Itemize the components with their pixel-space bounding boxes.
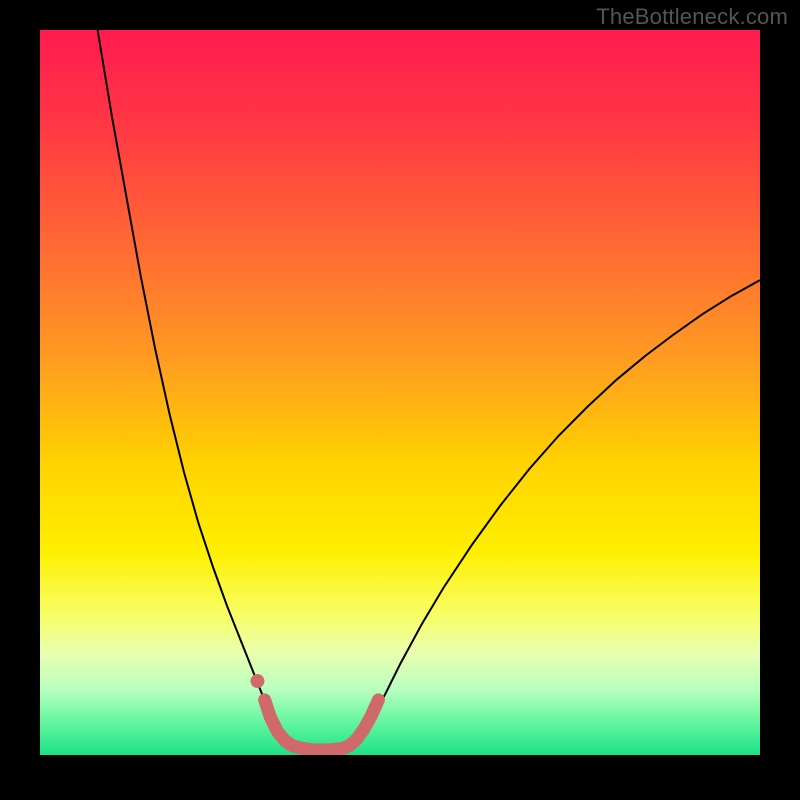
bottleneck-chart: [0, 0, 800, 800]
marker-highlight_dot: [250, 674, 264, 688]
chart-background: [40, 30, 760, 755]
source-watermark: TheBottleneck.com: [596, 4, 788, 30]
